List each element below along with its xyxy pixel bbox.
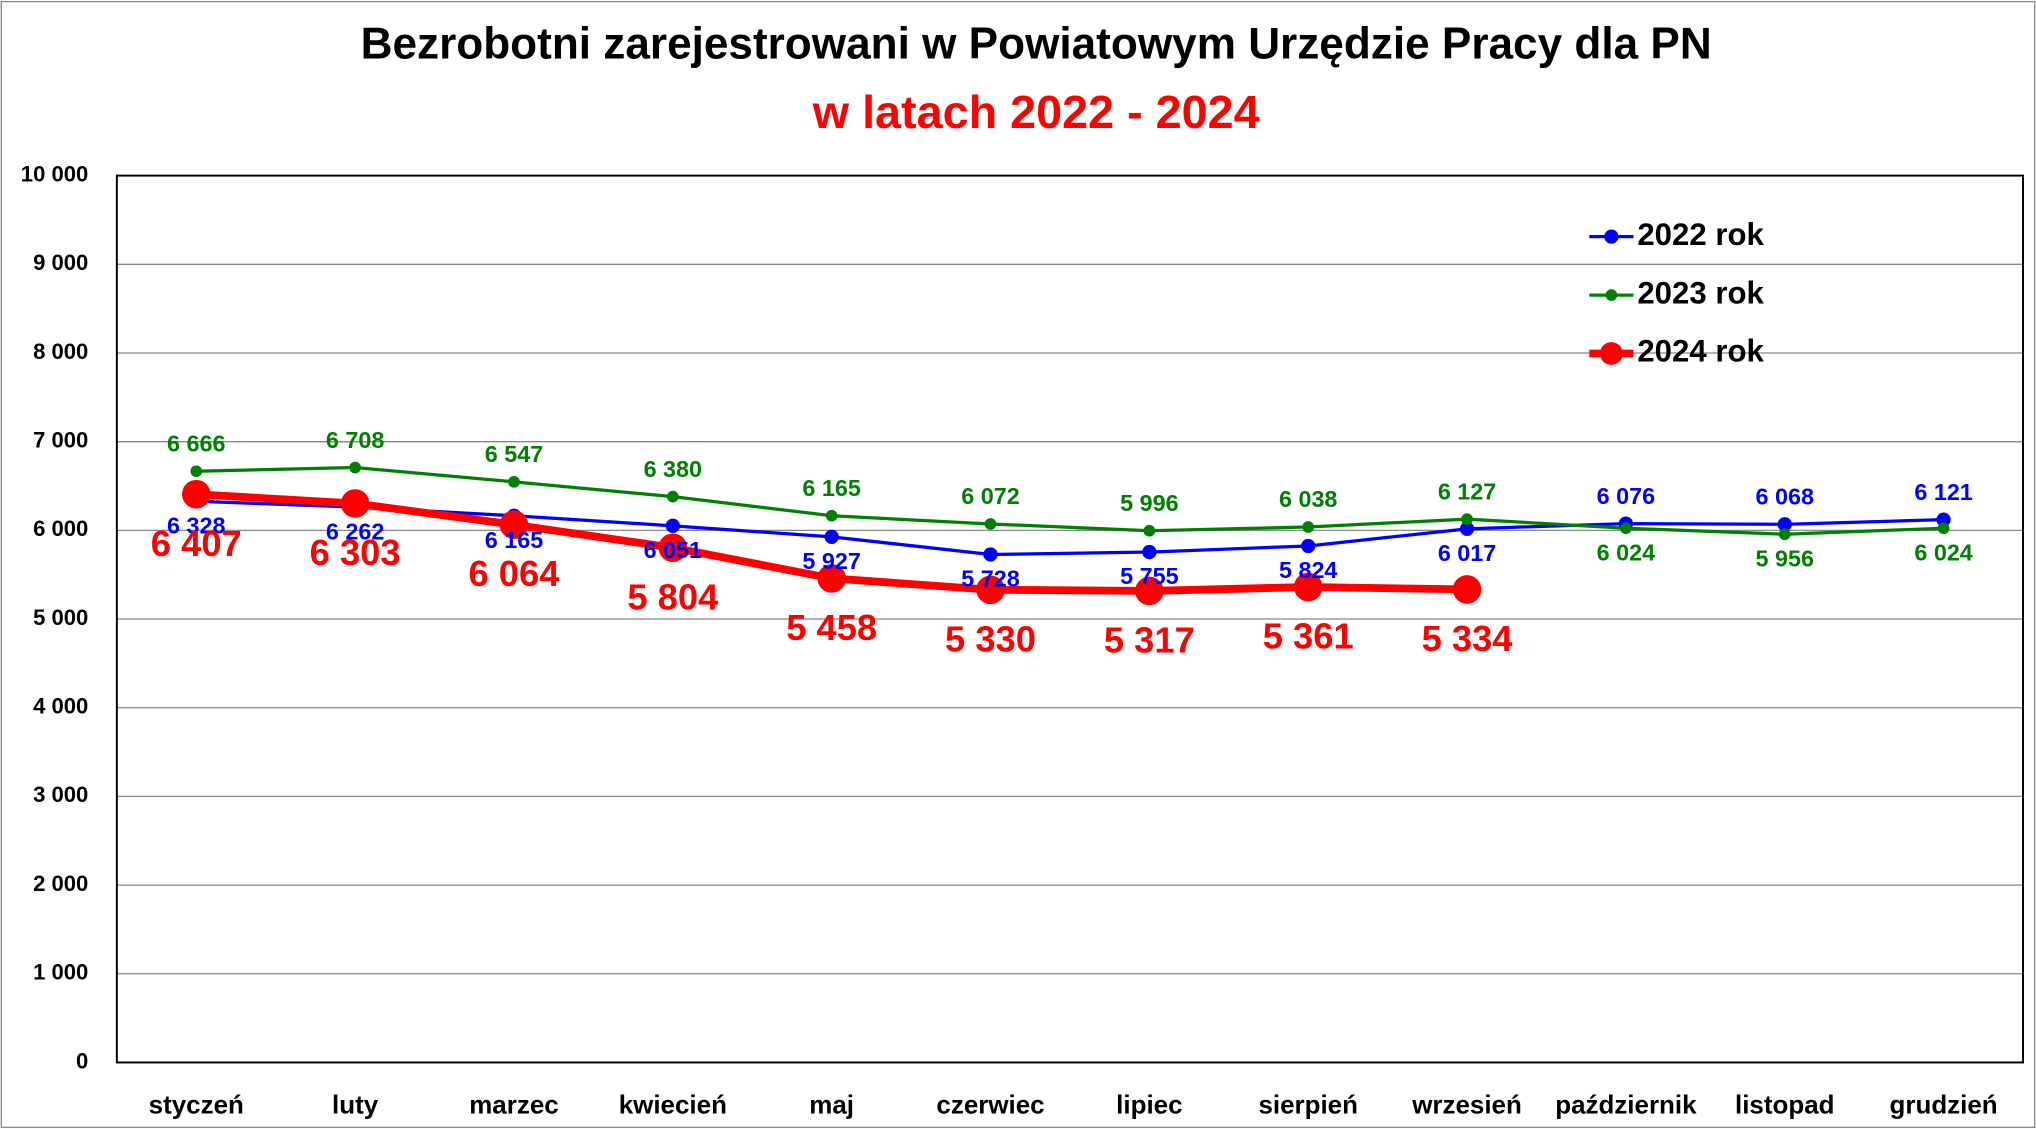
data-point: [1142, 544, 1157, 560]
data-label: 6 068: [1756, 484, 1814, 510]
data-label: 5 956: [1756, 545, 1814, 571]
x-tick-label: listopad: [1735, 1089, 1835, 1119]
data-label: 6 051: [644, 537, 702, 563]
data-label: 6 024: [1597, 539, 1655, 565]
data-point: [817, 564, 846, 593]
data-point: [1143, 524, 1156, 537]
x-tick-label: kwiecień: [619, 1089, 727, 1119]
legend-marker: [1604, 229, 1619, 244]
data-point: [824, 529, 839, 544]
data-label: 6 072: [961, 483, 1019, 509]
data-point: [984, 518, 997, 530]
data-point: [1135, 576, 1164, 606]
y-tick-label: 10 000: [21, 161, 88, 186]
data-label: 6 328: [167, 512, 225, 538]
y-tick-label: 6 000: [33, 516, 88, 541]
data-label: 5 334: [1422, 618, 1514, 659]
y-tick-label: 0: [76, 1048, 88, 1073]
data-point: [1459, 521, 1475, 536]
x-tick-label: styczeń: [149, 1089, 244, 1119]
data-label: 5 996: [1120, 490, 1178, 516]
data-point: [349, 461, 361, 474]
data-label: 5 361: [1263, 616, 1354, 657]
data-label: 6 076: [1597, 483, 1655, 509]
data-label: 6 121: [1914, 479, 1972, 505]
data-point: [1778, 528, 1791, 541]
x-tick-label: grudzień: [1890, 1089, 1998, 1119]
data-label: 5 804: [627, 576, 719, 617]
data-point: [665, 518, 680, 533]
data-point: [1302, 521, 1315, 533]
legend-label: 2023 rok: [1637, 275, 1764, 310]
y-tick-label: 2 000: [33, 871, 88, 896]
data-label: 6 407: [151, 523, 242, 564]
data-label: 6 380: [644, 456, 702, 482]
data-label: 5 458: [786, 607, 877, 648]
series-line: [196, 465, 1944, 536]
data-point: [190, 465, 203, 478]
legend-label: 2022 rok: [1637, 217, 1764, 252]
y-tick-label: 7 000: [33, 427, 88, 452]
y-tick-label: 8 000: [33, 339, 88, 364]
x-tick-label: marzec: [469, 1089, 558, 1119]
data-label: 6 165: [485, 527, 543, 553]
data-point: [1452, 575, 1482, 604]
data-label: 6 708: [326, 427, 384, 453]
y-tick-label: 5 000: [33, 605, 88, 630]
plot-frame: [115, 174, 2024, 1064]
x-tick-label: lipiec: [1116, 1089, 1182, 1119]
x-tick-label: październik: [1555, 1089, 1697, 1119]
y-tick-label: 4 000: [33, 694, 88, 719]
x-tick-label: czerwiec: [936, 1089, 1044, 1119]
data-label: 5 317: [1104, 619, 1195, 660]
data-point: [983, 547, 998, 562]
data-label: 6 165: [802, 475, 860, 501]
data-point: [825, 509, 838, 522]
data-point: [976, 575, 1005, 605]
data-label: 6 547: [485, 441, 543, 467]
legend-marker: [1599, 342, 1623, 365]
x-tick-label: luty: [332, 1089, 379, 1119]
data-point: [1936, 512, 1951, 527]
data-label: 5 824: [1279, 557, 1337, 583]
data-label: 6 038: [1279, 486, 1337, 512]
data-point: [1620, 522, 1632, 535]
x-tick-label: wrzesień: [1411, 1089, 1522, 1119]
data-label: 5 330: [945, 618, 1036, 659]
data-point: [508, 475, 520, 488]
data-point: [499, 510, 529, 539]
data-point: [658, 533, 688, 563]
data-label: 5 728: [961, 566, 1019, 592]
data-label: 6 127: [1438, 478, 1496, 504]
data-point: [1293, 572, 1323, 602]
legend-marker: [1605, 289, 1618, 301]
data-label: 6 666: [167, 430, 225, 456]
data-label: 6 017: [1438, 540, 1496, 566]
data-label: 6 262: [326, 518, 384, 544]
data-label: 6 303: [310, 532, 401, 573]
chart-subtitle: w latach 2022 - 2024: [812, 86, 1260, 138]
data-point: [182, 479, 211, 509]
data-point: [1937, 522, 1950, 535]
data-label: 6 064: [469, 553, 561, 594]
x-tick-label: sierpień: [1258, 1089, 1358, 1119]
data-label: 6 024: [1914, 539, 1972, 565]
chart-title: Bezrobotni zarejestrowani w Powiatowym U…: [361, 20, 1712, 69]
y-tick-label: 9 000: [33, 250, 88, 275]
data-point: [1461, 513, 1473, 525]
series-line: [196, 499, 1944, 557]
data-point: [1777, 517, 1792, 532]
legend-label: 2024 rok: [1637, 334, 1764, 369]
y-tick-label: 3 000: [33, 782, 88, 807]
data-point: [340, 489, 370, 518]
y-tick-label: 1 000: [33, 960, 88, 985]
data-label: 5 755: [1120, 563, 1178, 589]
x-tick-label: maj: [809, 1089, 854, 1119]
data-label: 5 927: [802, 548, 860, 574]
data-point: [666, 490, 679, 503]
data-point: [1301, 538, 1316, 554]
